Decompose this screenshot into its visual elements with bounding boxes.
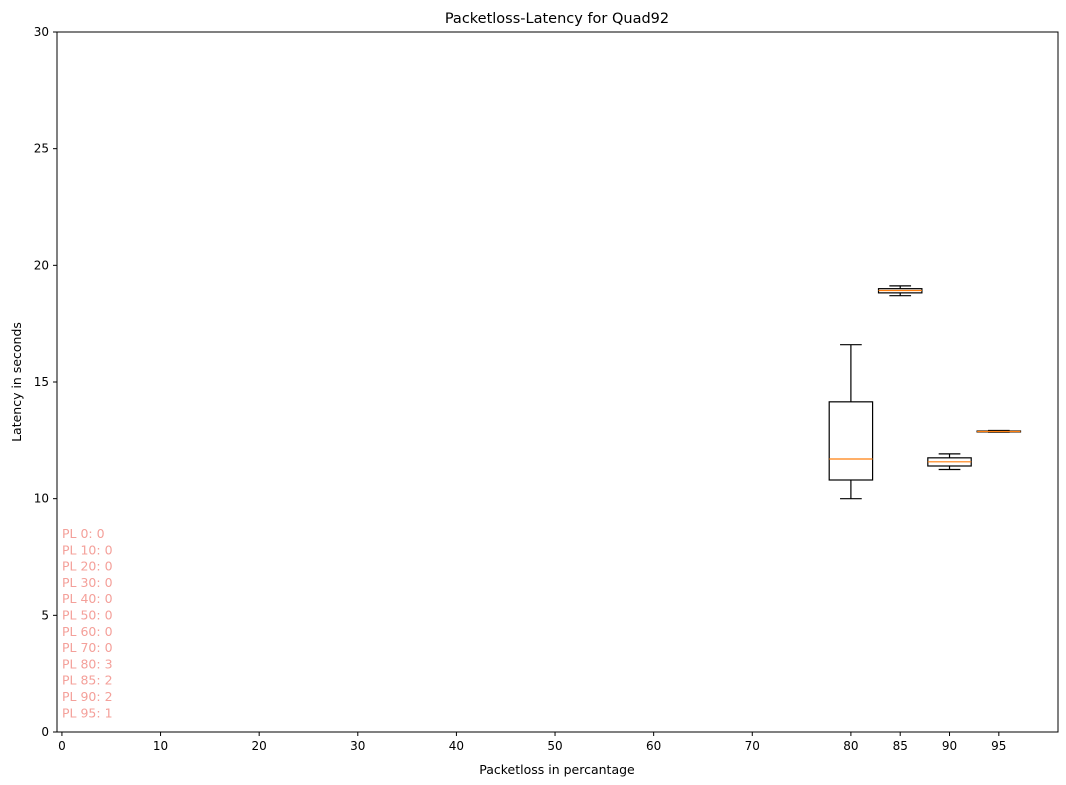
- box-body: [828, 401, 874, 481]
- x-tick-label: 80: [843, 739, 858, 753]
- x-tick-label: 95: [991, 739, 1006, 753]
- x-tick-label: 40: [449, 739, 464, 753]
- count-annotation: PL 0: 0: [62, 526, 105, 541]
- y-tick-label: 25: [34, 142, 49, 156]
- count-annotation: PL 50: 0: [62, 608, 113, 623]
- x-axis-label: Packetloss in percantage: [479, 762, 635, 777]
- x-tick-label: 20: [252, 739, 267, 753]
- count-annotation: PL 95: 1: [62, 705, 113, 720]
- y-tick-label: 30: [34, 25, 49, 39]
- count-annotation: PL 40: 0: [62, 591, 113, 606]
- x-tick-label: 60: [646, 739, 661, 753]
- count-annotation: PL 90: 2: [62, 689, 113, 704]
- x-tick-label: 50: [547, 739, 562, 753]
- count-annotation: PL 30: 0: [62, 575, 113, 590]
- count-annotation: PL 20: 0: [62, 559, 113, 574]
- count-annotation: PL 70: 0: [62, 640, 113, 655]
- chart-title: Packetloss-Latency for Quad92: [445, 11, 669, 27]
- x-tick-label: 90: [942, 739, 957, 753]
- x-tick-label: 70: [745, 739, 760, 753]
- y-tick-label: 20: [34, 258, 49, 272]
- x-tick-label: 85: [893, 739, 908, 753]
- y-tick-label: 15: [34, 375, 49, 389]
- y-axis-label: Latency in seconds: [9, 322, 24, 442]
- y-tick-label: 10: [34, 492, 49, 506]
- count-annotation: PL 60: 0: [62, 624, 113, 639]
- x-tick-label: 10: [153, 739, 168, 753]
- count-annotation: PL 80: 3: [62, 656, 113, 671]
- count-annotation: PL 10: 0: [62, 542, 113, 557]
- y-tick-label: 5: [41, 608, 49, 622]
- x-tick-label: 30: [350, 739, 365, 753]
- plot-frame: [56, 31, 1059, 733]
- x-tick-label: 0: [58, 739, 66, 753]
- count-annotation: PL 85: 2: [62, 673, 113, 688]
- y-tick-label: 0: [41, 725, 49, 739]
